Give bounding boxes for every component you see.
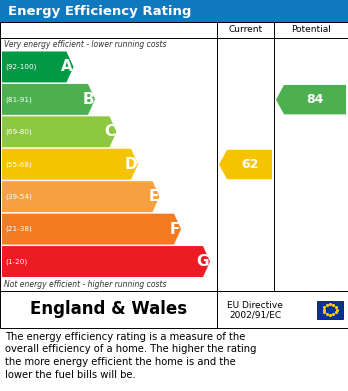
Text: D: D xyxy=(124,157,137,172)
Polygon shape xyxy=(276,85,346,114)
Text: EU Directive: EU Directive xyxy=(227,301,283,310)
Text: Current: Current xyxy=(228,25,262,34)
Polygon shape xyxy=(219,150,272,179)
Polygon shape xyxy=(2,84,95,115)
Polygon shape xyxy=(2,213,181,245)
Text: England & Wales: England & Wales xyxy=(30,301,187,319)
Text: (69-80): (69-80) xyxy=(5,129,32,135)
Text: 2002/91/EC: 2002/91/EC xyxy=(229,310,281,319)
Polygon shape xyxy=(2,181,159,212)
Text: Energy Efficiency Rating: Energy Efficiency Rating xyxy=(8,5,191,18)
Text: B: B xyxy=(82,92,94,107)
Text: C: C xyxy=(104,124,116,139)
Bar xyxy=(0,291,348,328)
Text: Very energy efficient - lower running costs: Very energy efficient - lower running co… xyxy=(4,40,166,49)
Text: (92-100): (92-100) xyxy=(5,64,37,70)
Text: (81-91): (81-91) xyxy=(5,96,32,103)
Text: 62: 62 xyxy=(241,158,258,171)
Text: The energy efficiency rating is a measure of the: The energy efficiency rating is a measur… xyxy=(5,332,245,342)
Polygon shape xyxy=(2,149,138,180)
Text: overall efficiency of a home. The higher the rating: overall efficiency of a home. The higher… xyxy=(5,344,256,355)
Text: A: A xyxy=(61,59,72,74)
Polygon shape xyxy=(2,52,73,83)
Text: 84: 84 xyxy=(306,93,324,106)
Polygon shape xyxy=(2,246,210,277)
Text: the more energy efficient the home is and the: the more energy efficient the home is an… xyxy=(5,357,236,367)
Text: (21-38): (21-38) xyxy=(5,226,32,232)
Bar xyxy=(0,0,348,22)
Text: Potential: Potential xyxy=(291,25,331,34)
Text: E: E xyxy=(148,189,158,204)
Polygon shape xyxy=(2,117,117,147)
Text: Not energy efficient - higher running costs: Not energy efficient - higher running co… xyxy=(4,280,166,289)
Text: F: F xyxy=(169,222,180,237)
Text: lower the fuel bills will be.: lower the fuel bills will be. xyxy=(5,369,136,380)
Bar xyxy=(317,301,343,319)
Text: G: G xyxy=(197,254,209,269)
Text: (39-54): (39-54) xyxy=(5,194,32,200)
Text: (55-68): (55-68) xyxy=(5,161,32,167)
Bar xyxy=(0,22,348,291)
Text: (1-20): (1-20) xyxy=(5,258,27,265)
